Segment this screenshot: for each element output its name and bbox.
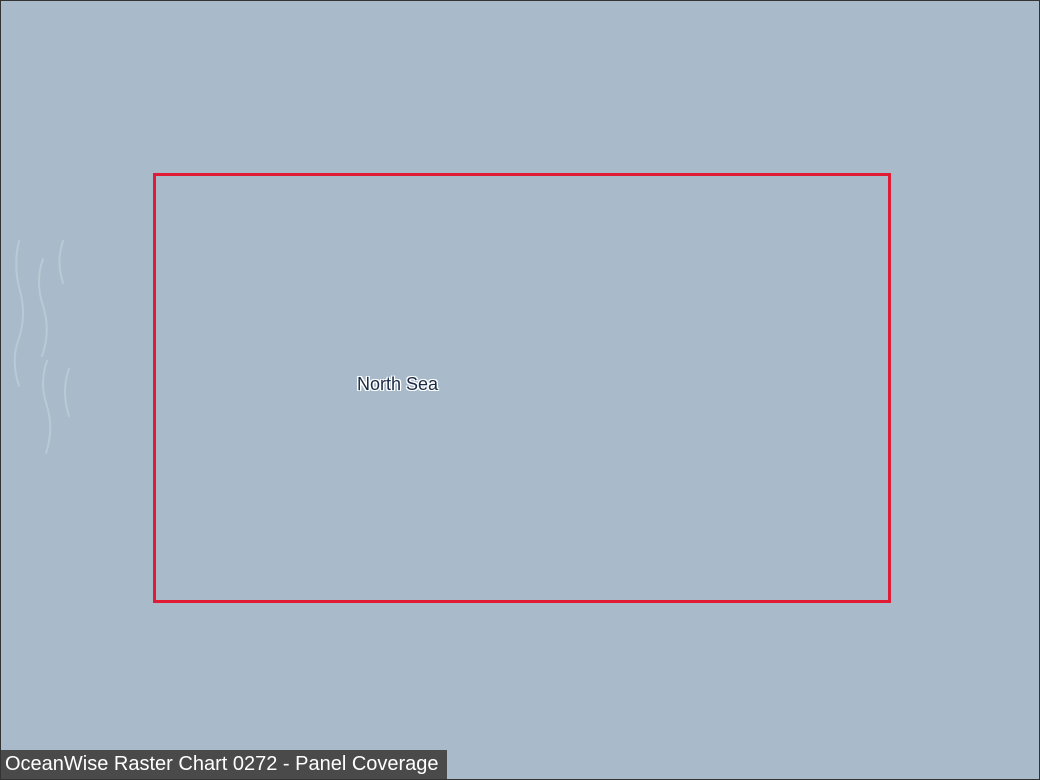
chart-coverage-map: North Sea OceanWise Raster Chart 0272 - … — [0, 0, 1040, 780]
panel-coverage-rectangle — [153, 173, 891, 603]
chart-title-footer: OceanWise Raster Chart 0272 - Panel Cove… — [1, 750, 447, 779]
sea-name-label: North Sea — [357, 374, 438, 395]
